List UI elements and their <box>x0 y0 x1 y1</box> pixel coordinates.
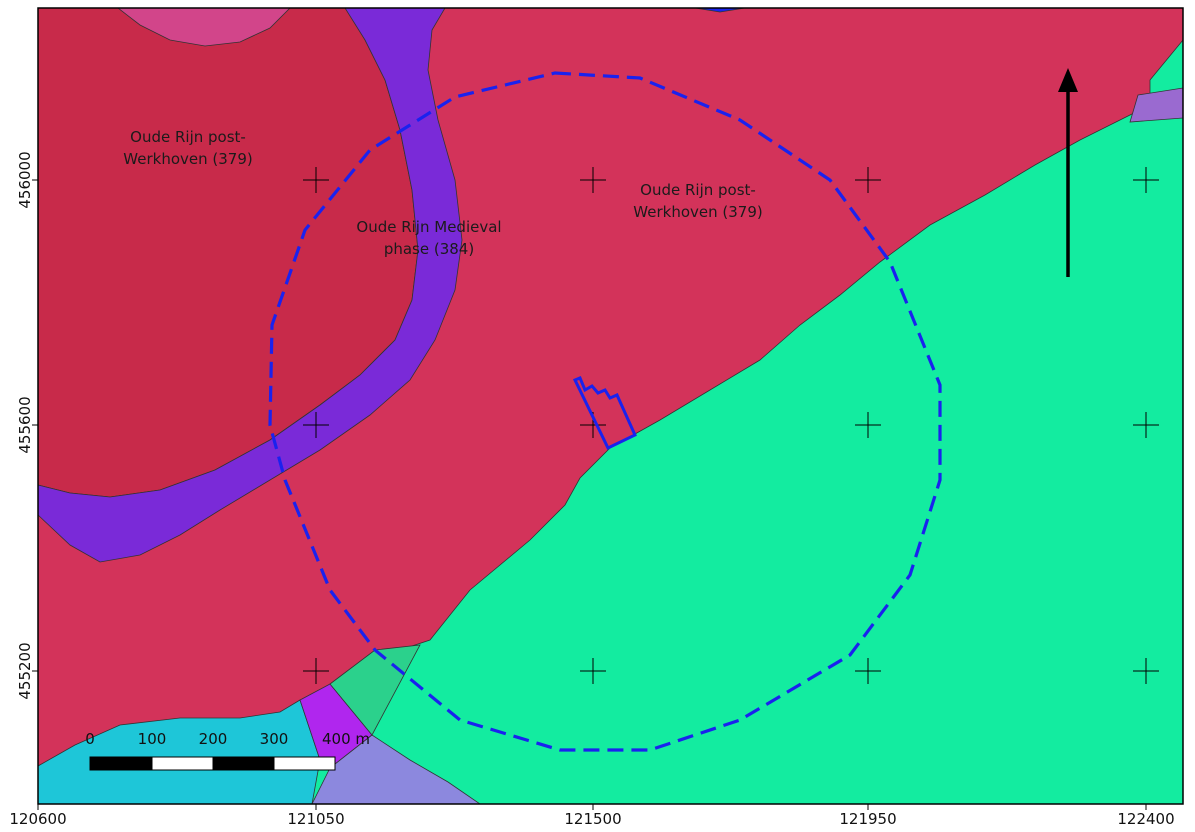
scale-label-100: 100 <box>138 730 167 748</box>
grid-cross <box>580 658 606 684</box>
x-tick-label: 121950 <box>839 810 896 828</box>
grid-cross <box>855 167 881 193</box>
x-tick-label: 121500 <box>564 810 621 828</box>
unit-lilac <box>1129 87 1183 123</box>
map-units <box>38 8 1183 804</box>
y-tick-label: 455200 <box>16 642 34 699</box>
unit-blue-sliver <box>694 8 746 13</box>
grid-cross <box>303 167 329 193</box>
label-west-unit-line1: Oude Rijn post- <box>130 128 246 146</box>
grid-cross <box>1133 658 1159 684</box>
unit-oude-rijn-medieval <box>38 8 463 563</box>
north-arrow <box>1058 68 1078 277</box>
scale-label-400: 400 m <box>322 730 370 748</box>
unit-magenta <box>117 8 291 47</box>
grid-cross <box>303 412 329 438</box>
scale-label-0: 0 <box>85 730 95 748</box>
grid-cross <box>303 658 329 684</box>
x-axis-labels: 120600 121050 121500 121950 122400 <box>9 810 1174 828</box>
y-tick-label: 455600 <box>16 396 34 453</box>
unit-blue <box>38 699 321 804</box>
label-east-unit-line2: Werkhoven (379) <box>633 203 762 221</box>
scale-label-200: 200 <box>199 730 228 748</box>
x-tick-label: 122400 <box>1117 810 1174 828</box>
grid-cross <box>855 658 881 684</box>
grid-cross <box>1133 167 1159 193</box>
grid-cross <box>855 412 881 438</box>
scale-label-300: 300 <box>260 730 289 748</box>
label-east-unit-line1: Oude Rijn post- <box>640 181 756 199</box>
y-axis-labels: 456000 455600 455200 <box>16 151 34 699</box>
grid-crosses <box>303 167 1159 684</box>
map-frame <box>37 7 1184 805</box>
scale-bar: 0 100 200 300 400 m <box>85 730 370 771</box>
frame-ticks <box>32 179 1147 810</box>
label-medieval-unit-line1: Oude Rijn Medieval <box>356 218 501 236</box>
x-tick-label: 120600 <box>9 810 66 828</box>
grid-cross <box>1133 412 1159 438</box>
x-tick-label: 121050 <box>287 810 344 828</box>
y-tick-label: 456000 <box>16 151 34 208</box>
grid-cross <box>580 167 606 193</box>
unit-labels: Oude Rijn post- Werkhoven (379) Oude Rij… <box>123 128 762 258</box>
buffer-circle <box>268 71 942 752</box>
label-medieval-unit-line2: phase (384) <box>384 240 474 258</box>
label-west-unit-line2: Werkhoven (379) <box>123 150 252 168</box>
site-outline <box>572 376 637 451</box>
